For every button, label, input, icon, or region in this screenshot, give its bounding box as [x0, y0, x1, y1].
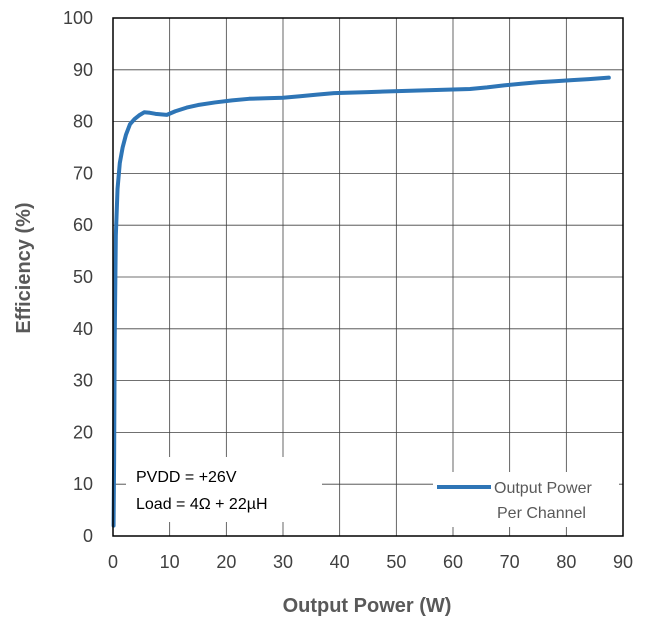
- x-tick-label: 30: [273, 552, 293, 572]
- series-layer: [111, 75, 611, 528]
- legend-label-line2: Per Channel: [497, 505, 586, 522]
- annotation-box: [126, 457, 322, 522]
- x-tick-label: 70: [500, 552, 520, 572]
- y-tick-label: 40: [73, 319, 93, 339]
- y-axis-title: Efficiency (%): [13, 202, 35, 333]
- annotation-load: Load = 4Ω + 22µH: [136, 496, 268, 513]
- x-tick-label: 90: [613, 552, 633, 572]
- x-tick-label: 80: [556, 552, 576, 572]
- annotation-pvdd: PVDD = +26V: [136, 469, 237, 486]
- y-tick-label: 0: [83, 526, 93, 546]
- legend-box: [433, 472, 619, 527]
- y-tick-label: 90: [73, 60, 93, 80]
- x-tick-label: 20: [216, 552, 236, 572]
- y-tick-labels: 0 10 20 30 40 50 60 70 80 90 100: [63, 8, 93, 546]
- y-tick-label: 70: [73, 163, 93, 183]
- y-tick-label: 80: [73, 112, 93, 132]
- y-tick-label: 60: [73, 215, 93, 235]
- x-axis-title: Output Power (W): [283, 595, 452, 617]
- plot-area-frame: [112, 17, 624, 537]
- x-tick-label: 0: [108, 552, 118, 572]
- x-tick-labels: 0 10 20 30 40 50 60 70 80 90: [108, 552, 633, 572]
- series-line-efficiency: [111, 75, 611, 528]
- y-tick-label: 100: [63, 8, 93, 28]
- y-tick-label: 50: [73, 267, 93, 287]
- y-tick-label: 10: [73, 474, 93, 494]
- x-tick-label: 10: [160, 552, 180, 572]
- y-tick-label: 20: [73, 422, 93, 442]
- x-tick-label: 50: [386, 552, 406, 572]
- x-tick-label: 40: [330, 552, 350, 572]
- x-tick-label: 60: [443, 552, 463, 572]
- legend-label-line1: Output Power: [494, 480, 593, 497]
- y-tick-label: 30: [73, 371, 93, 391]
